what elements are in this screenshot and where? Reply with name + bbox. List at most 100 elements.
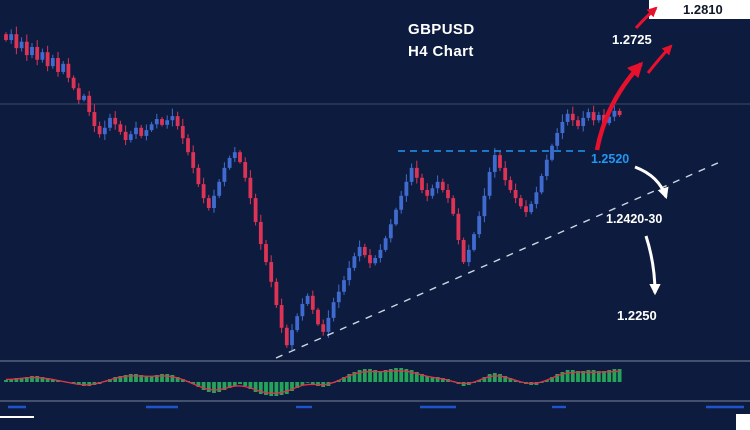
histogram-bar: [373, 370, 378, 382]
bearish-arrow: [634, 165, 669, 200]
candle: [607, 116, 612, 124]
candle: [222, 167, 227, 182]
candle: [113, 117, 118, 125]
histogram-bar: [612, 369, 617, 382]
candle: [92, 112, 97, 127]
histogram-bar: [617, 369, 622, 382]
candle: [4, 34, 8, 40]
candle: [144, 130, 149, 136]
candle: [50, 58, 55, 67]
histogram-bar: [154, 375, 159, 382]
candle: [508, 180, 513, 190]
histogram-bar: [492, 373, 497, 382]
candle: [487, 171, 492, 196]
histogram-bar: [175, 377, 180, 382]
histogram-bar: [82, 382, 86, 386]
histogram-bar: [383, 370, 388, 382]
candle: [258, 221, 263, 245]
histogram-bar: [139, 375, 144, 382]
candle: [534, 192, 539, 204]
histogram-bar: [508, 378, 513, 382]
candle: [248, 177, 253, 199]
candle: [180, 126, 185, 139]
candle: [414, 167, 419, 178]
candle: [316, 309, 320, 325]
histogram-bar: [144, 376, 149, 382]
histogram-bar: [440, 378, 445, 382]
bullish-arrow: [634, 6, 658, 30]
price-label-target-mid: 1.2725: [612, 32, 652, 47]
histogram-bar: [160, 374, 164, 382]
candle: [404, 181, 409, 196]
histogram-bar: [586, 370, 591, 382]
candle: [482, 195, 487, 217]
candle: [310, 295, 315, 310]
price-label-resistance: 1.2520: [591, 152, 629, 166]
symbol-label: GBPUSD: [408, 21, 475, 38]
candle: [134, 127, 138, 135]
histogram-bar: [217, 382, 222, 392]
candle: [576, 120, 580, 127]
histogram-bar: [430, 377, 435, 382]
candle: [212, 195, 216, 208]
candle: [446, 189, 450, 199]
candle: [394, 209, 398, 225]
candle: [472, 234, 476, 250]
candle: [269, 262, 274, 282]
candle: [139, 127, 144, 136]
candle: [352, 256, 357, 268]
histogram-bar: [570, 370, 575, 382]
candle: [518, 198, 523, 207]
histogram-bar: [362, 369, 367, 382]
histogram-bar: [394, 368, 398, 382]
candle: [560, 121, 565, 133]
candle: [227, 158, 232, 168]
candle: [539, 176, 544, 193]
histogram-bar: [300, 382, 305, 385]
histogram-bar: [165, 374, 170, 382]
histogram-bar: [14, 378, 19, 382]
histogram-bar: [576, 371, 580, 382]
candle: [61, 63, 66, 72]
price-label-support-zone: 1.2420-30: [606, 212, 662, 226]
histogram-bar: [45, 378, 50, 382]
oscillator-panel: [4, 368, 744, 409]
candle: [492, 155, 497, 172]
candle: [196, 167, 201, 185]
candle: [19, 41, 24, 49]
histogram-bar: [357, 370, 362, 382]
histogram-bar: [113, 377, 118, 382]
histogram-bar: [9, 379, 14, 382]
candle: [30, 46, 34, 56]
histogram-bar: [264, 382, 268, 395]
histogram-bar: [409, 370, 414, 382]
histogram-bar: [560, 372, 565, 382]
candle: [35, 46, 40, 60]
candle: [274, 281, 279, 306]
candle: [430, 188, 435, 196]
candle: [591, 112, 596, 121]
candle: [503, 167, 508, 181]
histogram-bar: [196, 382, 201, 387]
histogram-bar: [425, 376, 430, 382]
candle: [326, 317, 331, 332]
histogram-bar: [76, 382, 81, 385]
candle: [435, 181, 440, 189]
candle: [347, 267, 352, 281]
candle: [128, 134, 133, 140]
histogram-bar: [591, 370, 596, 382]
histogram-bar: [404, 369, 409, 382]
histogram-bar: [123, 375, 128, 382]
candle: [71, 77, 76, 89]
candle: [238, 152, 242, 163]
histogram-bar: [378, 371, 383, 382]
candle: [451, 198, 456, 214]
signal-line: [5, 370, 620, 394]
candle: [284, 327, 289, 346]
histogram-bar: [87, 382, 92, 386]
candle: [191, 152, 196, 168]
candle: [378, 249, 383, 258]
histogram-bar: [4, 380, 8, 382]
